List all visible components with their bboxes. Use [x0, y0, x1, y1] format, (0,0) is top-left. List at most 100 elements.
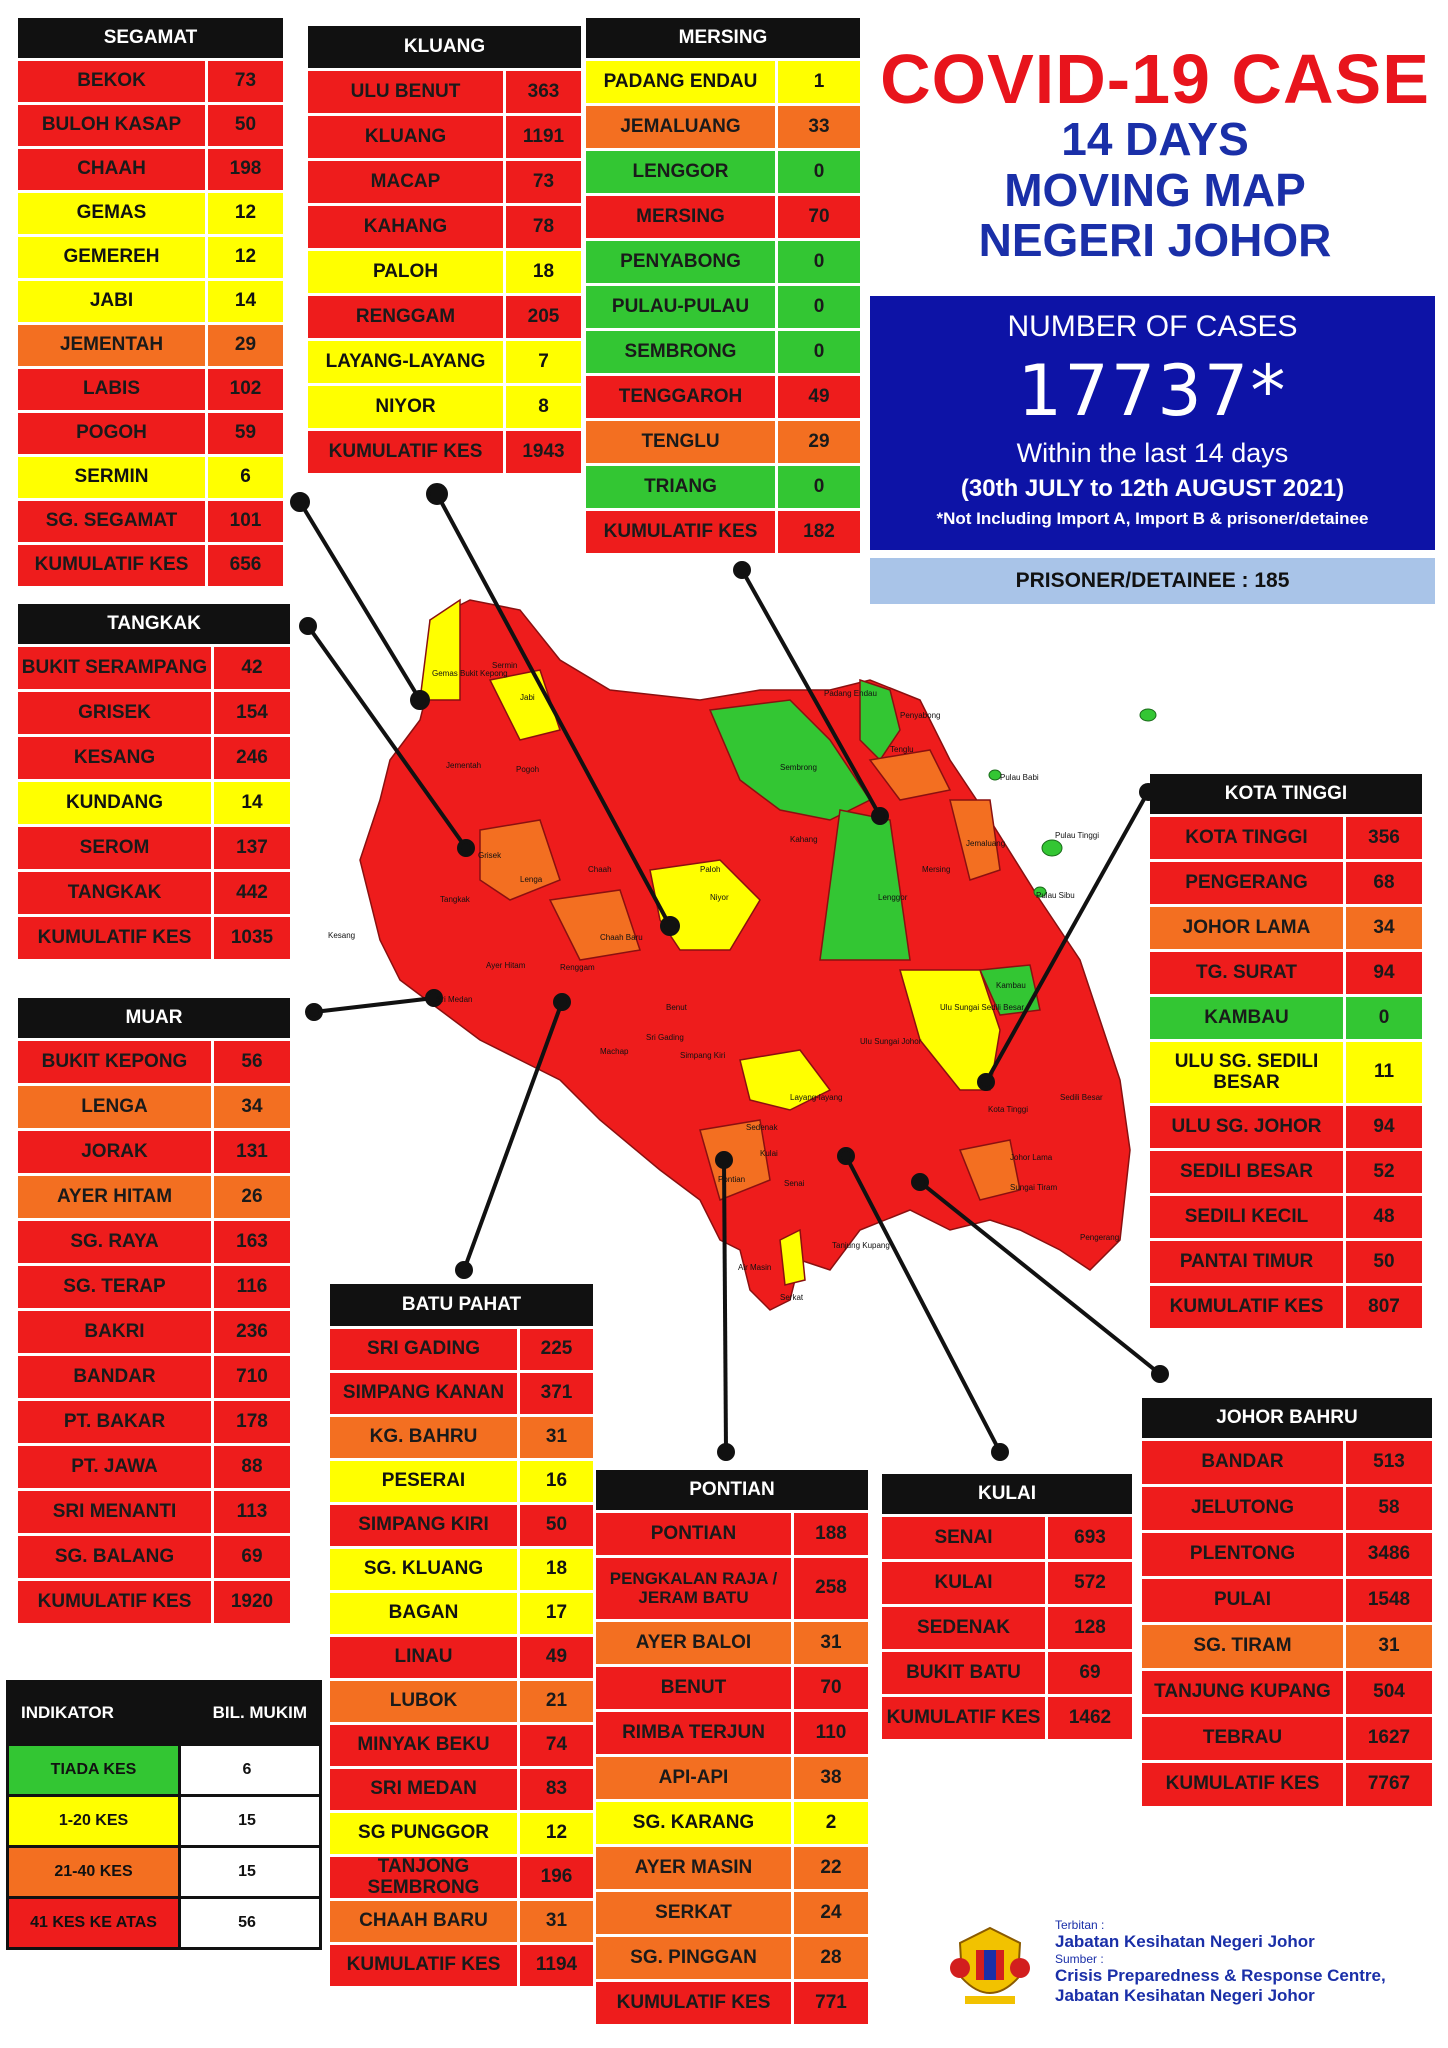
mukim-cases: 1191 — [522, 125, 565, 147]
mukim-cases: 128 — [1074, 1616, 1106, 1638]
mukim-name: TRIANG — [586, 466, 778, 508]
table-row: SEDILI BESAR 52 — [1150, 1148, 1422, 1193]
mukim-name: ULU BENUT — [308, 71, 506, 113]
mukim-name: KULAI — [882, 1562, 1048, 1604]
table-row: SG. SEGAMAT 101 — [18, 498, 283, 542]
district-table-muar: MUAR BUKIT KEPONG 56 LENGA 34 JORAK 131 AYER HI… — [18, 998, 290, 1623]
mukim-cases: 21 — [545, 1690, 568, 1712]
cases-period: (30th JULY to 12th AUGUST 2021) — [960, 475, 1345, 502]
mukim-name: PLENTONG — [1142, 1533, 1346, 1576]
table-row: LAYANG-LAYANG 7 — [308, 338, 581, 383]
mukim-cases: 258 — [815, 1577, 847, 1599]
table-row: KG. BAHRU 31 — [330, 1414, 593, 1458]
mukim-cases: 29 — [808, 430, 830, 452]
mukim-cases: 14 — [234, 290, 257, 312]
mukim-cases: 178 — [236, 1410, 268, 1432]
mukim-name: MERSING — [586, 196, 778, 238]
mukim-cases: 11 — [1373, 1061, 1395, 1083]
mukim-name: PENGERANG — [1150, 862, 1346, 904]
table-row: JOHOR LAMA 34 — [1150, 904, 1422, 949]
mukim-name: PENGKALAN RAJA / JERAM BATU — [596, 1558, 794, 1619]
mukim-cases: 88 — [241, 1455, 263, 1477]
mukim-cases: 188 — [815, 1522, 847, 1544]
mukim-name: RENGGAM — [308, 296, 506, 338]
cases-count: 17737* — [1017, 350, 1288, 432]
map-region-pontian-yel — [779, 1228, 806, 1286]
cases-window: Within the last 14 days — [1016, 438, 1289, 468]
mukim-name: BANDAR — [18, 1356, 214, 1398]
mukim-cases: 70 — [808, 205, 830, 227]
mukim-cases: 116 — [236, 1275, 268, 1297]
table-row: KAHANG 78 — [308, 203, 581, 248]
table-row: RIMBA TERJUN 110 — [596, 1709, 868, 1754]
mukim-cases: 50 — [234, 114, 257, 136]
mukim-name: SEDILI BESAR — [1150, 1151, 1346, 1193]
mukim-name: SEDENAK — [882, 1607, 1048, 1649]
legend-header: INDIKATOR BIL. MUKIM — [9, 1683, 319, 1743]
table-row: JEMALUANG 33 — [586, 103, 860, 148]
mukim-cases: 198 — [229, 158, 262, 180]
table-row: PANTAI TIMUR 50 — [1150, 1238, 1422, 1283]
table-row: KESANG 246 — [18, 734, 290, 779]
mukim-cases: 356 — [1368, 826, 1400, 848]
mukim-cases: 14 — [241, 791, 263, 813]
mukim-cases: 504 — [1373, 1681, 1405, 1703]
mukim-name: SG. TIRAM — [1142, 1625, 1346, 1668]
mukim-name: BUKIT KEPONG — [18, 1041, 214, 1083]
map-region-layang — [739, 1049, 832, 1111]
map-label: Paloh — [700, 865, 720, 874]
mukim-name: JOHOR LAMA — [1150, 907, 1346, 949]
mukim-cases: 29 — [234, 334, 257, 356]
mukim-cases: 182 — [803, 520, 835, 542]
table-row: KUMULATIF KES 771 — [596, 1979, 868, 2024]
map-label: Pulau Tinggi — [1055, 831, 1099, 840]
district-header: TANGKAK — [18, 604, 290, 644]
mukim-cases: 78 — [532, 215, 555, 237]
map-label: Pulau Babi — [1000, 773, 1039, 782]
district-header: JOHOR BAHRU — [1142, 1398, 1432, 1438]
map-region-gemas — [419, 598, 461, 701]
mukim-name: LAYANG-LAYANG — [308, 341, 506, 383]
table-row: GRISEK 154 — [18, 689, 290, 734]
table-row: PULAI 1548 — [1142, 1576, 1432, 1622]
mukim-name: SEDILI KECIL — [1150, 1196, 1346, 1238]
map-label: Pontian — [718, 1175, 745, 1184]
legend-category: TIADA KES — [9, 1746, 181, 1794]
mukim-name: KOTA TINGGI — [1150, 817, 1346, 859]
mukim-name: API-API — [596, 1757, 794, 1799]
mukim-cases: 50 — [545, 1514, 568, 1536]
mukim-name: CHAAH BARU — [330, 1901, 520, 1942]
mukim-name: KG. BAHRU — [330, 1417, 520, 1458]
map-region-lenga — [479, 819, 561, 901]
cases-label: NUMBER OF CASES — [1007, 310, 1298, 343]
table-row: PALOH 18 — [308, 248, 581, 293]
footer-publisher: Jabatan Kesihatan Negeri Johor — [1055, 1932, 1315, 1951]
mukim-cases: 48 — [1373, 1205, 1395, 1227]
mukim-name: TANJUNG KUPANG — [1142, 1671, 1346, 1714]
table-row: PADANG ENDAU 1 — [586, 58, 860, 103]
map-islands — [988, 708, 1157, 898]
mukim-name: BULOH KASAP — [18, 105, 208, 146]
table-row: SG. TIRAM 31 — [1142, 1622, 1432, 1668]
table-row: BUKIT SERAMPANG 42 — [18, 644, 290, 689]
map-label: Pengerang — [1080, 1233, 1119, 1242]
table-row: BUKIT KEPONG 56 — [18, 1038, 290, 1083]
mukim-name: GRISEK — [18, 692, 214, 734]
footer-label-publisher: Terbitan : — [1055, 1918, 1105, 1932]
mukim-cases: 363 — [527, 80, 560, 102]
mukim-cases: 31 — [820, 1631, 842, 1653]
map-label: Senai — [784, 1179, 805, 1188]
mukim-cases: 94 — [1373, 961, 1395, 983]
case-summary-box: NUMBER OF CASES 17737* Within the last 1… — [870, 296, 1435, 550]
legend-table: INDIKATOR BIL. MUKIM TIADA KES 6 1-20 KES 15 2… — [6, 1680, 322, 1950]
table-row: BAKRI 236 — [18, 1308, 290, 1353]
map-label: Tangkak — [440, 895, 471, 904]
footer-text: Terbitan : Jabatan Kesihatan Negeri Joho… — [1055, 1918, 1386, 2006]
mukim-cases: 0 — [813, 160, 825, 182]
mukim-cases: 18 — [532, 260, 555, 282]
mukim-name: KUMULATIF KES — [586, 511, 778, 553]
mukim-name: LABIS — [18, 369, 208, 410]
district-header: MUAR — [18, 998, 290, 1038]
table-row: API-API 38 — [596, 1754, 868, 1799]
mukim-name: BENUT — [596, 1667, 794, 1709]
